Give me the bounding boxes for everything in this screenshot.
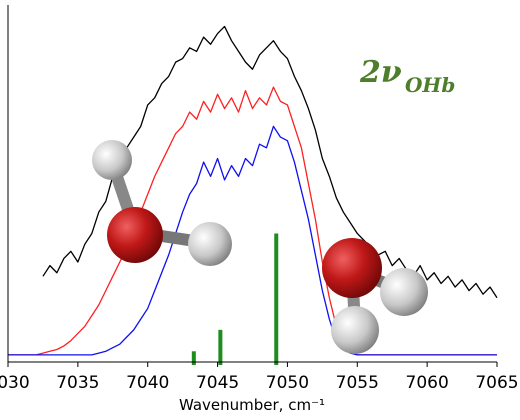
annotation-subscript: OHb <box>405 73 455 97</box>
plot-area: 7030 7035 7040 7045 7050 7055 7060 7065 <box>0 5 519 393</box>
spectrum-line <box>8 125 497 356</box>
x-tick-label: 7045 <box>196 373 239 393</box>
x-tick-label: 7060 <box>406 373 449 393</box>
x-tick-label: 7040 <box>126 373 169 393</box>
x-tick-label: 7055 <box>336 373 379 393</box>
molecule-right <box>322 238 428 354</box>
molecule-left <box>92 140 232 266</box>
x-axis-label: Wavenumber, cm⁻¹ <box>179 396 325 414</box>
x-tick-label: 7065 <box>475 373 518 393</box>
x-tick-label: 7050 <box>266 373 309 393</box>
spectrum-line <box>8 86 497 356</box>
annotation: 2ν <box>359 55 402 90</box>
x-tick-label: 7035 <box>56 373 99 393</box>
x-tick-label: 7030 <box>0 373 30 393</box>
